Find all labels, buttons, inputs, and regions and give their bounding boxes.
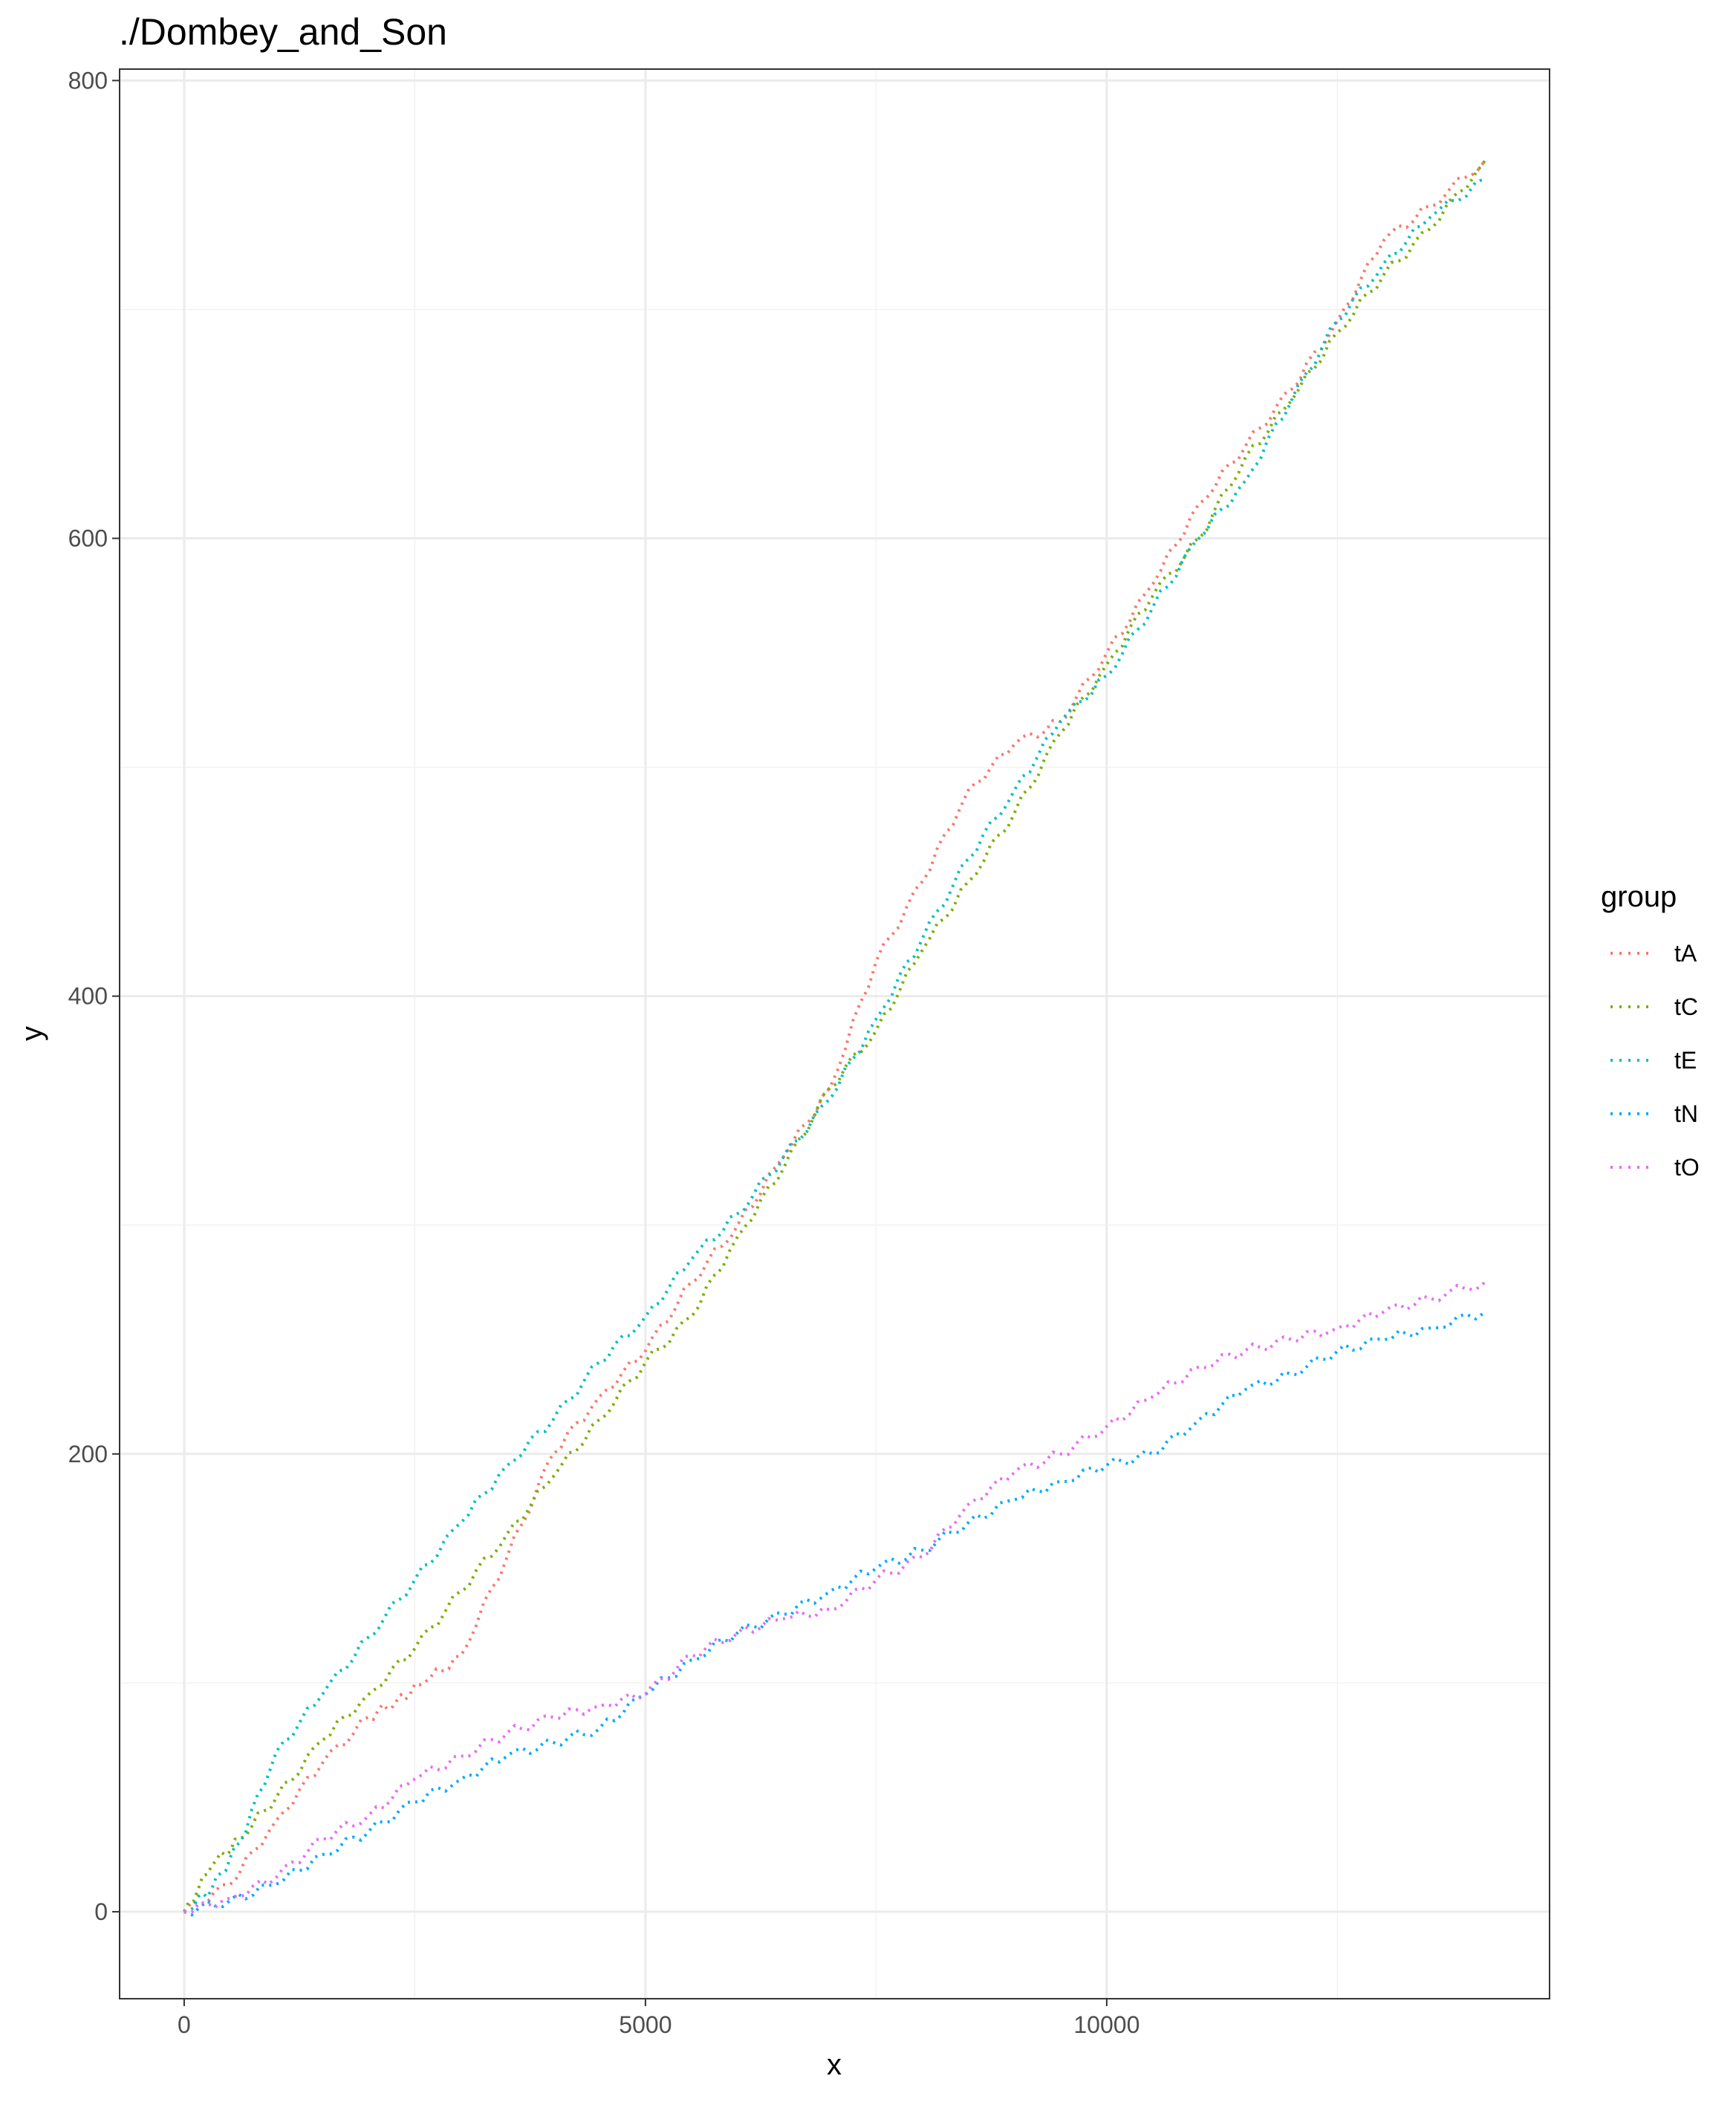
grid-major [120, 69, 1550, 1999]
x-axis-title: x [827, 2049, 842, 2081]
y-tick-label: 400 [68, 983, 108, 1010]
legend-label-tC: tC [1674, 993, 1698, 1020]
y-tick-label: 200 [68, 1441, 108, 1467]
legend-label-tE: tE [1674, 1047, 1697, 1074]
x-tick-label: 10000 [1073, 2011, 1140, 2038]
y-tick-label: 800 [68, 67, 108, 94]
grid-minor [120, 69, 1550, 1999]
x-axis: 0 5000 10000 [178, 1999, 1140, 2038]
legend-item-tE: tE [1610, 1047, 1697, 1074]
legend: group tA tC tE tN tO [1601, 880, 1700, 1181]
legend-title: group [1601, 880, 1677, 913]
y-axis-title: y [16, 1026, 48, 1041]
legend-item-tA: tA [1610, 940, 1697, 967]
panel-border [119, 68, 1550, 1999]
chart-title: ./Dombey_and_Son [119, 11, 447, 53]
legend-label-tA: tA [1674, 940, 1697, 967]
series-line-tC [183, 160, 1486, 1913]
y-axis: 0 200 400 600 800 [68, 67, 120, 1925]
series-line-tE [183, 177, 1486, 1913]
legend-items: tA tC tE tN tO [1610, 940, 1700, 1181]
x-tick-label: 0 [178, 2011, 191, 2038]
legend-label-tN: tN [1674, 1100, 1698, 1127]
legend-label-tO: tO [1674, 1154, 1700, 1181]
series-line-tA [183, 159, 1486, 1913]
y-tick-label: 600 [68, 525, 108, 552]
series-layer [183, 159, 1486, 1917]
plot-area [119, 68, 1550, 1999]
legend-item-tC: tC [1610, 993, 1698, 1020]
x-tick-label: 5000 [619, 2011, 672, 2038]
panel-background [120, 69, 1550, 1999]
y-tick-label: 0 [94, 1898, 108, 1925]
legend-item-tN: tN [1610, 1100, 1698, 1127]
legend-item-tO: tO [1610, 1154, 1700, 1181]
